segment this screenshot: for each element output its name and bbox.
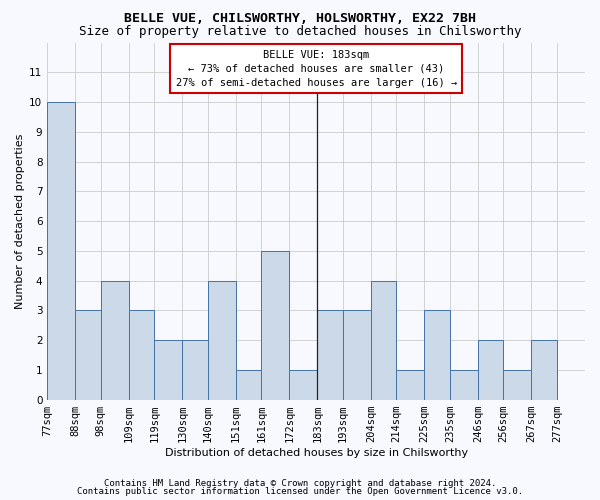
Text: Contains HM Land Registry data © Crown copyright and database right 2024.: Contains HM Land Registry data © Crown c… (104, 478, 496, 488)
Bar (397, 370, 424, 400)
Text: Size of property relative to detached houses in Chilsworthy: Size of property relative to detached ho… (79, 25, 521, 38)
Bar (289, 370, 317, 400)
Text: BELLE VUE: 183sqm
← 73% of detached houses are smaller (43)
27% of semi-detached: BELLE VUE: 183sqm ← 73% of detached hous… (176, 50, 457, 88)
Bar (371, 280, 397, 400)
Bar (503, 370, 532, 400)
Text: Contains public sector information licensed under the Open Government Licence v3: Contains public sector information licen… (77, 487, 523, 496)
X-axis label: Distribution of detached houses by size in Chilsworthy: Distribution of detached houses by size … (164, 448, 468, 458)
Bar (317, 310, 343, 400)
Bar (208, 280, 236, 400)
Bar (101, 280, 129, 400)
Bar (47, 102, 76, 400)
Bar (182, 340, 208, 400)
Bar (424, 310, 450, 400)
Bar (532, 340, 557, 400)
Bar (236, 370, 262, 400)
Bar (343, 310, 371, 400)
Bar (76, 310, 101, 400)
Bar (450, 370, 478, 400)
Bar (478, 340, 503, 400)
Y-axis label: Number of detached properties: Number of detached properties (15, 134, 25, 308)
Bar (129, 310, 154, 400)
Bar (262, 251, 289, 400)
Bar (154, 340, 182, 400)
Text: BELLE VUE, CHILSWORTHY, HOLSWORTHY, EX22 7BH: BELLE VUE, CHILSWORTHY, HOLSWORTHY, EX22… (124, 12, 476, 26)
